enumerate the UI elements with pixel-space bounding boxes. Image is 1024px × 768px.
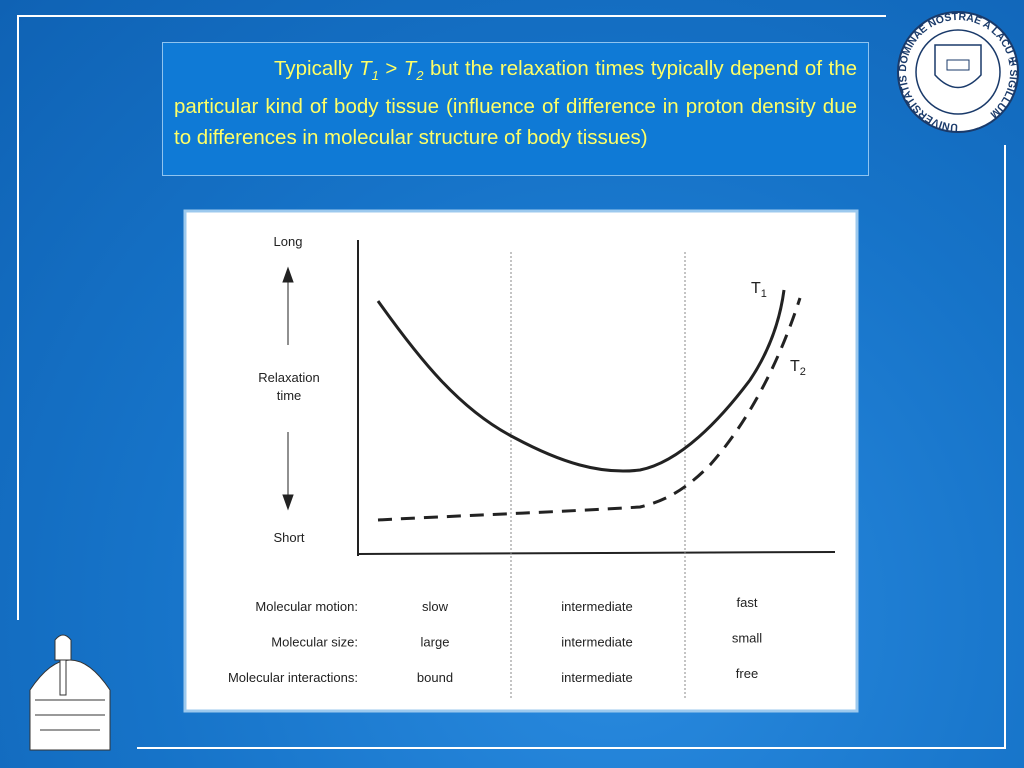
curve-label: T1 (751, 280, 767, 300)
text: Typically (274, 57, 353, 80)
text: but the relaxation times typically depen… (174, 57, 857, 150)
figure (183, 209, 859, 713)
frame-line (1004, 145, 1006, 749)
row-cell: intermediate (561, 635, 633, 650)
row-cell: intermediate (561, 670, 633, 685)
dome-icon (29, 634, 111, 751)
row-cell: free (736, 666, 758, 681)
row-cell: small (732, 631, 762, 646)
text: T (403, 57, 417, 80)
seal: UNIVERSITATIS DOMINAE NOSTRAE A LACU ✠ S… (897, 11, 1019, 133)
text: 1 (371, 68, 379, 84)
row-label: Molecular interactions: (228, 670, 358, 685)
frame-line (17, 15, 19, 620)
figure-axes (282, 240, 836, 700)
frame-line (137, 747, 1005, 749)
row-cell: large (421, 635, 450, 650)
axis-bottom-label: Short (273, 530, 304, 545)
text: 2 (416, 68, 424, 84)
frame-line (18, 15, 886, 17)
axis-top-label: Long (274, 234, 303, 249)
row-cell: intermediate (561, 599, 633, 614)
row-cell: fast (737, 595, 758, 610)
curve-sub: 1 (761, 288, 767, 300)
axis-label: time (277, 388, 302, 403)
text: T (359, 57, 372, 80)
text: > (385, 57, 398, 80)
row-label: Molecular motion: (255, 599, 358, 614)
row-cell: bound (417, 670, 453, 685)
curve-name: T (751, 280, 761, 297)
text-box: Typically T1 > T2 but the relaxation tim… (162, 42, 869, 176)
curve-sub: 2 (800, 366, 806, 378)
curve-name: T (790, 358, 800, 375)
row-cell: slow (422, 599, 449, 614)
curve-label: T2 (790, 358, 806, 378)
row-label: Molecular size: (271, 635, 358, 650)
axis-label: Relaxation (258, 370, 319, 385)
